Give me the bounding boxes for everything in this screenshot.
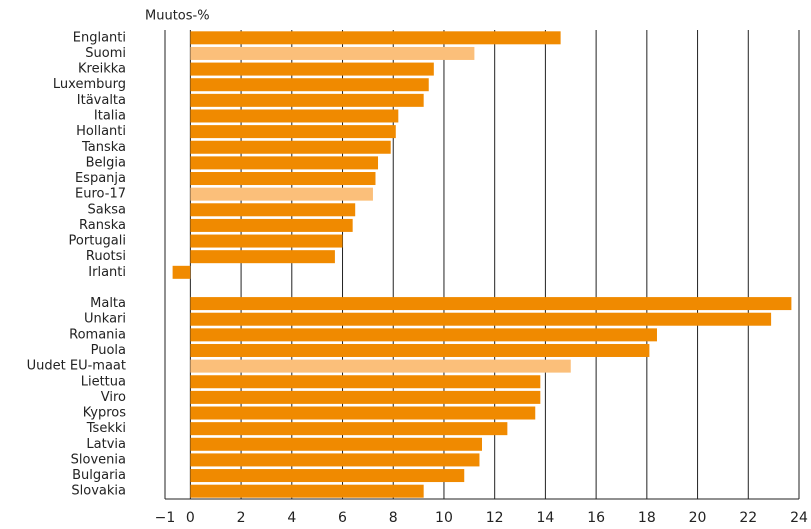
y-tick-label: Portugali — [69, 234, 126, 249]
y-tick-label: Unkari — [84, 312, 126, 327]
x-tick-label: 0 — [186, 510, 195, 526]
y-tick-label: Englanti — [73, 30, 126, 45]
bar — [190, 62, 434, 76]
y-tick-label: Malta — [90, 296, 126, 311]
y-tick-label: Viro — [101, 390, 126, 405]
y-tick-label: Hollanti — [76, 124, 126, 139]
x-tick-label: 12 — [486, 510, 504, 526]
y-tick-label: Suomi — [85, 46, 126, 61]
y-tick-label: Liettua — [81, 374, 126, 389]
y-tick-label: Slovakia — [71, 484, 126, 499]
bar — [190, 343, 650, 357]
y-tick-label: Luxemburg — [53, 77, 126, 92]
bar — [190, 312, 772, 326]
y-tick-label: Ranska — [79, 218, 126, 233]
x-tick-label: 14 — [536, 510, 554, 526]
y-tick-label: Uudet EU-maat — [27, 359, 126, 374]
y-tick-label: Espanja — [75, 171, 126, 186]
y-tick-label: Irlanti — [88, 265, 126, 280]
x-tick-label: 16 — [587, 510, 605, 526]
y-tick-label: Puola — [91, 343, 126, 358]
x-tick-label: 18 — [638, 510, 656, 526]
bar — [190, 109, 399, 123]
bar — [190, 359, 571, 373]
x-tick-label: 20 — [689, 510, 707, 526]
bar — [190, 31, 561, 45]
x-tick-label: 4 — [287, 510, 296, 526]
y-tick-label: Euro-17 — [75, 187, 126, 202]
y-tick-label: Kypros — [83, 406, 127, 421]
bar — [190, 375, 541, 389]
bar — [190, 469, 465, 483]
y-tick-label: Ruotsi — [86, 249, 126, 264]
y-tick-label: Bulgaria — [72, 468, 126, 483]
bar — [190, 187, 373, 201]
y-tick-label: Latvia — [86, 437, 126, 452]
y-tick-label: Tanska — [81, 140, 126, 155]
bar — [190, 218, 353, 232]
bar — [190, 172, 376, 186]
x-tick-label: −1 — [155, 510, 176, 526]
bar — [190, 234, 343, 248]
axis-label: Muutos-% — [145, 9, 210, 24]
bar — [190, 437, 483, 451]
bar — [190, 78, 429, 92]
bar — [190, 250, 335, 264]
y-tick-label: Romania — [69, 327, 126, 342]
y-tick-label: Belgia — [86, 155, 126, 170]
bar — [190, 422, 508, 436]
y-tick-label: Itävalta — [77, 93, 126, 108]
bar — [190, 453, 480, 467]
bar — [190, 406, 536, 420]
x-tick-label: 8 — [389, 510, 398, 526]
x-tick-label: 6 — [338, 510, 347, 526]
y-tick-label: Saksa — [88, 202, 127, 217]
bar — [190, 328, 657, 342]
y-tick-label: Slovenia — [71, 452, 126, 467]
bar — [190, 140, 391, 154]
bar — [190, 390, 541, 404]
bar — [190, 125, 396, 139]
x-tick-label: 10 — [435, 510, 453, 526]
bar — [190, 93, 424, 107]
bar — [190, 484, 424, 498]
bar — [190, 156, 379, 170]
bar — [172, 265, 191, 279]
bar — [190, 297, 792, 311]
bar — [190, 46, 475, 60]
y-tick-label: Kreikka — [78, 62, 126, 77]
bar — [190, 203, 356, 217]
y-tick-label: Italia — [94, 108, 126, 123]
x-tick-label: 22 — [739, 510, 757, 526]
x-tick-label: 2 — [237, 510, 246, 526]
x-tick-label: 24 — [790, 510, 808, 526]
y-tick-label: Tsekki — [86, 421, 126, 436]
